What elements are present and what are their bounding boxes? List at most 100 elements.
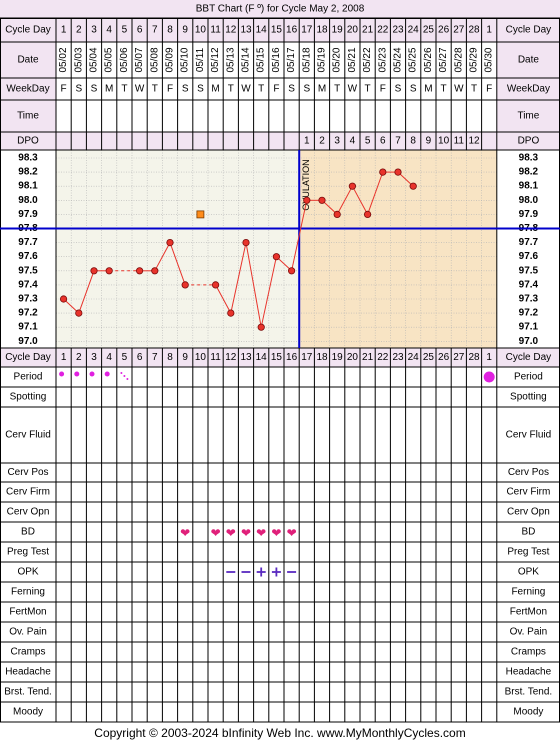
bd-heart: ❤	[287, 526, 297, 540]
cycle-day-number: 22	[377, 352, 389, 363]
row-label-left: Time	[17, 111, 39, 122]
weekday-label: W	[241, 84, 251, 95]
dpo-number: 8	[410, 136, 416, 147]
row-label-right: Headache	[506, 667, 552, 678]
temp-tick-label: 98.0	[519, 195, 539, 206]
cycle-day-number: 28	[468, 352, 480, 363]
dpo-number: 4	[350, 136, 356, 147]
date-label: 05/26	[423, 47, 434, 72]
row-label-bg	[0, 132, 56, 150]
temp-point	[227, 309, 235, 317]
header-row-bg	[56, 18, 497, 42]
row-label-left: WeekDay	[6, 84, 49, 95]
row-label-right: Moody	[513, 707, 543, 718]
row-label-bg	[0, 78, 56, 100]
row-label-right: Time	[517, 111, 539, 122]
date-label: 05/13	[225, 47, 236, 72]
temp-line	[351, 185, 369, 215]
date-label: 05/03	[73, 47, 84, 72]
weekday-label: T	[365, 84, 371, 95]
dpo-number: 12	[468, 136, 480, 147]
cycle-day-number: 27	[453, 25, 465, 36]
cycle-day-number: 12	[225, 352, 237, 363]
weekday-label: W	[454, 84, 464, 95]
cycle-day-number: 8	[167, 25, 173, 36]
bd-heart: ❤	[241, 526, 251, 540]
chart-title: BBT Chart (F º) for Cycle May 2, 2008	[196, 4, 365, 15]
cycle-day-number: 24	[408, 352, 420, 363]
temp-line	[291, 200, 308, 271]
date-label: 05/18	[301, 47, 312, 72]
row-label-right: DPO	[518, 136, 540, 147]
row-label-left: Cerv Firm	[6, 487, 50, 498]
date-label: 05/24	[393, 47, 404, 72]
footer-copyright: Copyright © 2003-2024 bInfinity Web Inc.…	[94, 726, 465, 740]
cycle-day-number: 26	[438, 352, 450, 363]
cycle-day-number: 1	[486, 25, 492, 36]
weekday-label: S	[288, 84, 295, 95]
cycle-day-number: 8	[167, 352, 173, 363]
row-label-left: Cerv Pos	[7, 467, 48, 478]
row-label-right: Preg Test	[507, 547, 549, 558]
temp-point	[287, 267, 296, 275]
row-label-right: Period	[514, 372, 543, 383]
cycle-day-number: 3	[91, 352, 97, 363]
cycle-day-number: 4	[106, 352, 112, 363]
row-label-left: Cerv Fluid	[5, 430, 51, 441]
temp-point	[105, 267, 113, 275]
temp-tick-label: 97.2	[519, 308, 539, 319]
excluded-temp-marker	[196, 210, 205, 219]
dpo-number: 7	[395, 136, 401, 147]
temp-tick-label: 97.7	[519, 237, 539, 248]
dpo-number: 11	[454, 136, 465, 147]
cycle-day-number: 23	[392, 25, 404, 36]
temp-point	[394, 168, 402, 176]
cycle-day-number: 10	[195, 25, 207, 36]
row-label-left: Cycle Day	[5, 352, 51, 363]
dpo-number: 10	[438, 136, 450, 147]
cycle-day-number: 19	[332, 25, 344, 36]
period-dot	[74, 371, 80, 377]
row-label-left: Brst. Tend.	[4, 687, 52, 698]
temp-tick-label: 97.9	[519, 209, 539, 220]
cycle-day-number: 22	[377, 25, 389, 36]
row-label-right: Cerv Firm	[506, 487, 550, 498]
row-label-left: Cerv Opn	[7, 507, 50, 518]
date-label: 05/08	[149, 47, 160, 72]
dpo-number: 1	[304, 136, 310, 147]
temp-tick-label: 97.7	[18, 237, 38, 248]
weekday-label: M	[105, 84, 113, 95]
temp-line	[78, 270, 95, 314]
temp-point	[166, 239, 174, 247]
cycle-day-number: 5	[122, 25, 128, 36]
cycle-day-number: 12	[225, 25, 237, 36]
cycle-day-number: 2	[76, 352, 82, 363]
weekday-label: S	[182, 84, 189, 95]
date-label: 05/20	[332, 47, 343, 72]
date-label: 05/23	[377, 47, 388, 72]
cycle-day-number: 7	[152, 352, 158, 363]
temp-tick-label: 97.5	[519, 265, 539, 276]
date-label: 05/25	[408, 47, 419, 72]
cycle-day-number: 21	[362, 25, 374, 36]
date-label: 05/07	[134, 47, 145, 72]
date-label: 05/05	[104, 47, 115, 72]
temp-point	[90, 267, 98, 275]
row-label-right: Brst. Tend.	[505, 687, 553, 698]
temp-tick-label: 98.3	[519, 153, 539, 164]
weekday-label: T	[258, 84, 264, 95]
dpo-number: 9	[426, 136, 432, 147]
weekday-label: T	[121, 84, 127, 95]
temp-tick-label: 98.1	[18, 181, 38, 192]
bd-heart: ❤	[271, 526, 281, 540]
weekday-label: F	[486, 84, 492, 95]
row-label-right: OPK	[518, 567, 539, 578]
weekday-label: T	[334, 84, 340, 95]
cycle-day-number: 10	[195, 352, 207, 363]
cycle-day-number: 7	[152, 25, 158, 36]
temp-point	[409, 182, 417, 190]
row-label-right: Cramps	[511, 647, 546, 658]
row-label-bg	[496, 348, 560, 367]
